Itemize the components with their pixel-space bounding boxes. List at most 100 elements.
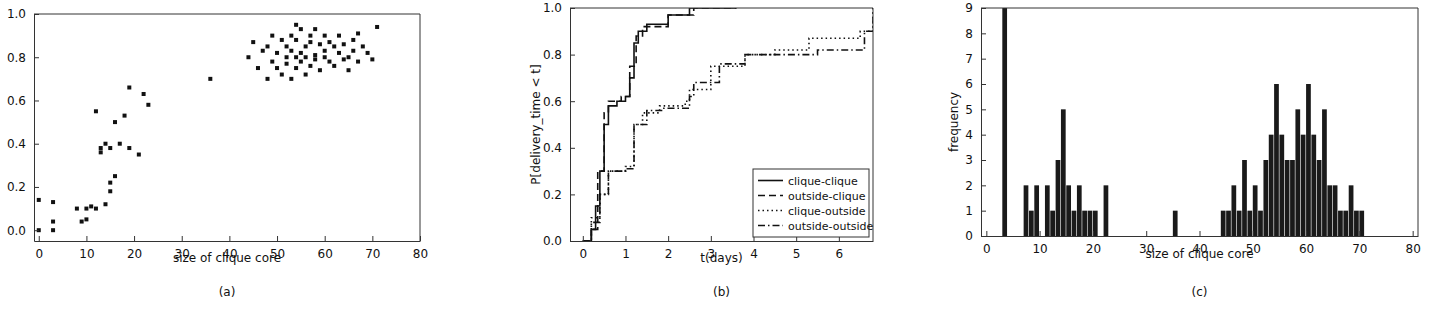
bar [1104,185,1109,236]
x-axis-tick-mark [1306,231,1307,236]
point [89,204,93,208]
legend-label: clique-outside [788,205,866,218]
frame-top [981,8,1418,9]
bar [1354,211,1359,236]
point [323,34,327,38]
bar [1056,160,1061,236]
y-axis-tick-label: 0.0 [543,234,562,248]
frame-top [34,14,420,15]
x-axis-tick-label: 70 [1352,242,1367,256]
bar [1050,211,1055,236]
point [51,220,55,224]
bar [1349,185,1354,236]
y-axis-tick-label: 0.4 [543,141,562,155]
point [108,146,112,150]
legend-swatch [758,225,783,227]
x-axis-tick-mark [668,236,669,241]
bar [1114,236,1119,237]
point [127,146,131,150]
point [37,198,41,202]
bar [1157,236,1162,237]
legend-swatch [758,180,783,182]
point [356,60,360,64]
point [94,109,98,113]
y-axis-title: frequency [947,92,961,152]
x-axis-tick: 70 [1352,231,1367,256]
x-axis-tick-mark [583,236,584,241]
point [351,38,355,42]
bar [1285,160,1290,236]
x-axis-tick-mark [182,236,183,241]
y-axis-tick: 6 [965,77,986,91]
y-axis-tick-label: 0.2 [7,180,26,194]
bar [1066,185,1071,236]
point [275,51,279,55]
plot-area [1002,8,1364,236]
y-axis-tick-mark [570,101,575,102]
y-axis-tick-label: 4 [965,128,973,142]
bar [1152,236,1157,237]
y-axis-tick: 5 [965,103,986,117]
y-axis-tick: 0.8 [7,51,39,65]
y-axis-tick: 0.4 [543,141,575,155]
y-axis-tick-label: 0.6 [543,95,562,109]
bar [1269,135,1274,236]
x-axis-tick-label: 10 [79,247,94,261]
y-axis-tick: 1.0 [7,7,39,21]
y-axis-tick-mark [570,194,575,195]
x-axis-tick-mark [420,236,421,241]
x-axis-tick: 0 [579,236,587,261]
point [337,51,341,55]
x-axis-tick-mark [39,236,40,241]
y-axis-tick-mark [981,84,986,85]
bar [1178,236,1183,237]
x-axis-tick-mark [277,236,278,241]
y-axis-tick-label: 6 [965,77,973,91]
bar [1247,211,1252,236]
bar [1263,160,1268,236]
point [208,77,212,81]
y-axis-tick-mark [570,55,575,56]
point [289,49,293,53]
y-axis-tick: 9 [965,1,986,15]
point [294,38,298,42]
point [270,34,274,38]
y-axis-tick-label: 0.8 [543,48,562,62]
y-axis-tick-label: 7 [965,52,973,66]
point [342,42,346,46]
x-axis-tick-mark [1413,231,1414,236]
x-axis-tick: 10 [1032,231,1047,256]
point [313,27,317,31]
bar [1322,109,1327,236]
point [318,68,322,72]
y-axis-title: P[delivery_time < t] [529,64,543,184]
y-axis-tick-label: 0.8 [7,51,26,65]
bar [1194,236,1199,237]
bar [1072,211,1077,236]
x-axis-tick-label: 5 [793,247,801,261]
y-axis-line [570,9,571,242]
bar [1189,236,1194,237]
x-axis-tick: 70 [365,236,380,261]
point [304,55,308,59]
y-axis-tick: 0 [965,229,986,243]
point [304,44,308,48]
y-axis-tick: 7 [965,52,986,66]
legend-label: clique-clique [788,175,858,188]
point [327,40,331,44]
y-axis-tick-mark [981,160,986,161]
point [308,64,312,68]
y-axis-tick-mark [981,135,986,136]
y-axis-tick: 0.2 [7,180,39,194]
x-axis-tick-mark [1093,231,1094,236]
x-axis-tick-mark [1359,231,1360,236]
x-axis-tick-label: 0 [983,242,991,256]
y-axis-tick-label: 1.0 [7,7,26,21]
plot-area [583,8,873,241]
x-axis-tick-label: 80 [1406,242,1421,256]
bar [1343,211,1348,236]
y-axis-tick-label: 5 [965,103,973,117]
y-axis-tick: 8 [965,27,986,41]
bar [1301,135,1306,236]
plot-area [37,23,379,232]
